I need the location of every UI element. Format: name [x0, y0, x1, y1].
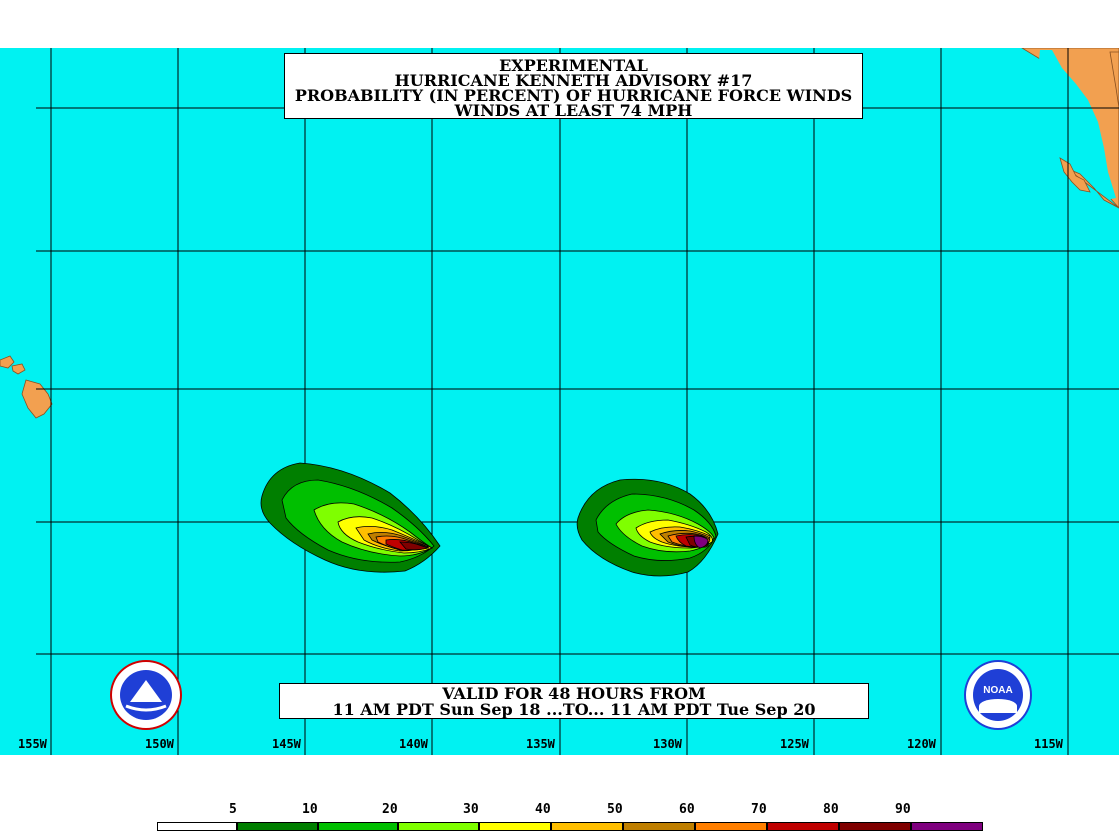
noaa-logo-icon: NOAA: [964, 660, 1032, 730]
lon-label: 135W: [526, 737, 555, 751]
nws-logo-icon: [110, 660, 182, 730]
legend-swatch: [623, 822, 695, 831]
probability-legend: 5 10 20 30 40 50 60 70 80 90: [157, 800, 987, 832]
lon-label: 115W: [1034, 737, 1063, 751]
valid-line-2: 11 AM PDT Sun Sep 18 ...TO... 11 AM PDT …: [332, 700, 816, 719]
legend-swatch: [695, 822, 767, 831]
title-box: EXPERIMENTAL HURRICANE KENNETH ADVISORY …: [284, 53, 863, 119]
hawaii-islands: [0, 355, 53, 419]
probability-map: [0, 48, 1119, 755]
lon-label: 145W: [272, 737, 301, 751]
legend-label: 40: [535, 802, 551, 817]
legend-swatch: [479, 822, 551, 831]
valid-period-box: VALID FOR 48 HOURS FROM 11 AM PDT Sun Se…: [279, 683, 869, 719]
legend-label: 60: [679, 802, 695, 817]
mexico-coast: [1021, 48, 1119, 209]
legend-label: 80: [823, 802, 839, 817]
lon-label: 125W: [780, 737, 809, 751]
legend-swatch: [237, 822, 318, 831]
lon-label: 130W: [653, 737, 682, 751]
probability-contours-east: [576, 478, 719, 577]
title-line-4: WINDS AT LEAST 74 MPH: [454, 101, 693, 120]
valid-line-1: VALID FOR 48 HOURS FROM: [442, 684, 706, 703]
lon-label: 120W: [907, 737, 936, 751]
legend-label: 10: [302, 802, 318, 817]
legend-swatch: [398, 822, 479, 831]
legend-label: 50: [607, 802, 623, 817]
lat-lon-grid: [36, 48, 1119, 755]
legend-label: 20: [382, 802, 398, 817]
legend-swatch: [551, 822, 623, 831]
lon-label: 140W: [399, 737, 428, 751]
map-canvas: [0, 48, 1119, 755]
title-line-3: PROBABILITY (IN PERCENT) OF HURRICANE FO…: [294, 86, 853, 105]
legend-swatch: [839, 822, 911, 831]
lon-label: 150W: [145, 737, 174, 751]
legend-label: 30: [463, 802, 479, 817]
legend-label: 70: [751, 802, 767, 817]
legend-swatch: [318, 822, 398, 831]
title-line-1: EXPERIMENTAL: [499, 56, 648, 75]
probability-contours-west: [260, 462, 441, 573]
legend-swatch: [767, 822, 839, 831]
legend-label: 90: [895, 802, 911, 817]
legend-label: 5: [229, 802, 237, 817]
legend-swatch: [157, 822, 237, 831]
lon-label: 155W: [18, 737, 47, 751]
legend-swatch: [911, 822, 983, 831]
title-line-2: HURRICANE KENNETH ADVISORY #17: [394, 71, 753, 90]
